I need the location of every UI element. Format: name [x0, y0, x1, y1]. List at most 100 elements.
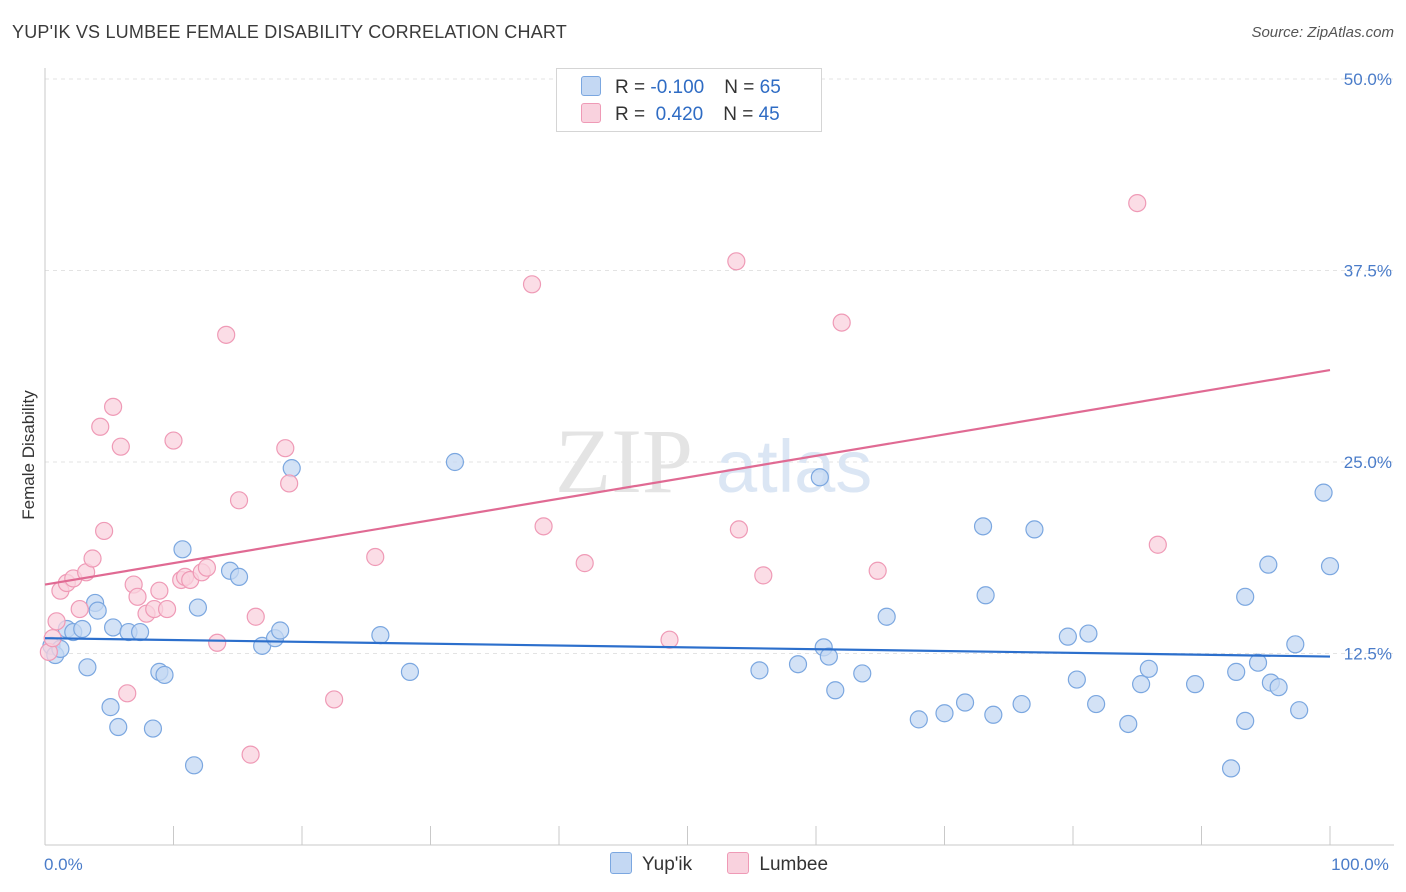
point-yupik	[826, 681, 845, 700]
watermark-atlas: atlas	[716, 425, 872, 508]
point-yupik	[445, 452, 465, 472]
legend-item-lumbee: Lumbee	[727, 852, 828, 876]
point-yupik	[810, 468, 829, 487]
point-yupik	[188, 598, 208, 617]
point-lumbee	[832, 313, 851, 332]
legend-label-lumbee: Lumbee	[759, 854, 829, 875]
legend-n-value: 65	[759, 77, 781, 98]
point-lumbee	[217, 325, 236, 344]
tick-labels: 12.5% 25.0% 37.5% 50.0% 0.0% 100.0%	[44, 70, 1392, 874]
point-lumbee	[95, 521, 114, 541]
point-yupik	[109, 717, 128, 737]
point-yupik	[1139, 659, 1158, 678]
point-lumbee	[197, 558, 217, 577]
point-yupik	[935, 704, 954, 723]
bottom-legend: Yup'ik Lumbee	[610, 852, 858, 876]
point-yupik	[955, 693, 975, 712]
point-yupik	[1067, 670, 1086, 689]
point-yupik	[1185, 675, 1205, 694]
point-yupik	[1025, 520, 1044, 539]
legend-n-value: 45	[758, 104, 780, 125]
point-yupik	[1132, 675, 1151, 694]
point-lumbee	[118, 684, 137, 703]
legend-row-yupik: R = -0.100 N = 65	[581, 76, 781, 100]
point-yupik	[229, 567, 249, 587]
point-lumbee	[164, 431, 183, 450]
x-tick-label: 0.0%	[44, 855, 83, 874]
point-lumbee	[104, 397, 123, 416]
point-yupik	[1236, 587, 1255, 606]
point-yupik	[788, 655, 808, 674]
point-lumbee	[522, 275, 542, 294]
point-lumbee	[276, 439, 295, 458]
legend-swatch-lumbee	[581, 103, 601, 123]
point-lumbee	[241, 745, 260, 764]
point-yupik	[101, 698, 120, 717]
point-yupik	[73, 619, 92, 639]
point-yupik	[271, 621, 290, 640]
point-lumbee	[128, 587, 147, 606]
point-yupik	[1259, 555, 1278, 574]
point-lumbee	[366, 547, 385, 567]
source-label: Source: ZipAtlas.com	[1251, 24, 1394, 41]
legend-r-label: R =	[615, 77, 651, 98]
legend-n-label: N =	[724, 77, 760, 98]
point-yupik	[1221, 759, 1241, 778]
legend-label-yupik: Yup'ik	[642, 854, 693, 875]
point-yupik	[877, 607, 896, 626]
y-tick-label: 37.5%	[1344, 262, 1392, 281]
trend-line-yupik	[44, 637, 1331, 658]
point-yupik	[819, 647, 838, 666]
grid-lines	[45, 78, 1394, 654]
point-yupik	[143, 719, 163, 738]
point-yupik	[130, 622, 150, 642]
point-lumbee	[157, 599, 177, 619]
point-yupik	[78, 658, 97, 677]
point-yupik	[173, 540, 192, 559]
point-lumbee	[229, 491, 249, 510]
point-lumbee	[1128, 193, 1147, 213]
point-yupik	[1079, 624, 1098, 643]
point-lumbee	[70, 599, 89, 619]
point-yupik	[1248, 653, 1268, 672]
point-yupik	[976, 586, 995, 605]
legend-r-value: 0.420	[650, 104, 704, 125]
legend-row-lumbee: R = 0.420 N = 45	[581, 103, 780, 127]
point-yupik	[1087, 694, 1106, 714]
point-lumbee	[534, 517, 553, 536]
point-lumbee	[111, 437, 130, 456]
watermark: ZIP atlas	[555, 410, 872, 512]
axes	[44, 68, 1394, 846]
point-lumbee	[754, 566, 773, 585]
point-lumbee	[280, 474, 299, 493]
y-tick-label: 25.0%	[1344, 453, 1392, 472]
point-lumbee	[83, 549, 102, 568]
point-yupik	[853, 664, 872, 683]
point-yupik	[1227, 662, 1246, 681]
point-yupik	[1012, 694, 1031, 714]
trend-lines	[44, 368, 1331, 658]
point-yupik	[1320, 557, 1340, 576]
point-yupik	[973, 517, 993, 536]
trend-line-lumbee	[44, 368, 1331, 586]
point-lumbee	[325, 690, 344, 709]
point-yupik	[104, 618, 123, 637]
point-yupik	[1236, 711, 1255, 731]
data-points	[39, 193, 1340, 778]
legend-r-label: R =	[615, 104, 651, 125]
point-lumbee	[1148, 535, 1167, 554]
point-lumbee	[47, 612, 66, 631]
point-yupik	[1269, 678, 1288, 697]
point-lumbee	[729, 520, 749, 539]
point-lumbee	[727, 252, 746, 271]
legend-box: R = -0.100 N = 65 R = 0.420 N = 45	[556, 68, 822, 132]
point-yupik	[400, 662, 420, 681]
point-lumbee	[91, 417, 110, 436]
y-tick-label: 50.0%	[1344, 70, 1392, 89]
legend-r-value: -0.100	[650, 77, 705, 98]
point-lumbee	[575, 554, 594, 573]
y-axis-label: Female Disability	[19, 390, 38, 520]
chart-title: YUP'IK VS LUMBEE FEMALE DISABILITY CORRE…	[12, 22, 567, 42]
point-lumbee	[208, 633, 227, 652]
